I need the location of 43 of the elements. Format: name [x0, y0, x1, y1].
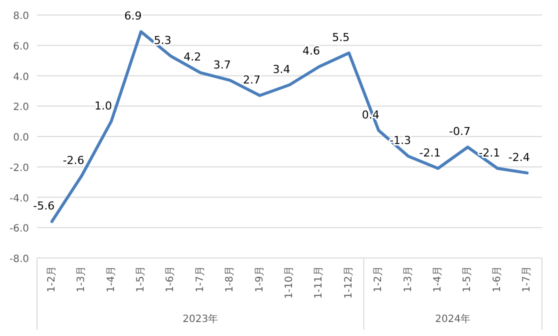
data-label: 3.4 — [272, 62, 290, 76]
x-tick-label: 1-8月 — [224, 266, 236, 292]
x-tick-label: 1-5月 — [135, 266, 146, 292]
data-label: 5.5 — [332, 30, 350, 44]
y-tick-label: 8.0 — [13, 11, 29, 22]
data-label: 4.2 — [184, 50, 202, 64]
x-tick-label: 1-7月 — [522, 266, 533, 292]
y-tick-label: -8.0 — [9, 254, 29, 265]
y-tick-label: 0.0 — [13, 132, 29, 144]
x-tick-label: 1-4月 — [106, 266, 117, 292]
data-label: 5.3 — [154, 34, 172, 48]
y-tick-label: -2.0 — [9, 162, 29, 174]
x-tick-label: 1-3月 — [402, 266, 414, 292]
x-tick-label: 1-3月 — [76, 266, 88, 292]
x-tick-label: 1-4月 — [432, 266, 444, 292]
y-tick-label: 2.0 — [13, 102, 29, 114]
y-tick-label: 6.0 — [13, 41, 29, 52]
x-tick-label: 1-9月 — [254, 266, 266, 292]
data-label: -5.6 — [33, 200, 55, 213]
text: 2024年 — [435, 313, 471, 325]
data-label: -2.1 — [419, 146, 441, 160]
y-tick-label: -6.0 — [9, 224, 29, 235]
data-label: -2.4 — [508, 150, 530, 164]
x-tick-label: 1-11月 — [314, 266, 325, 299]
text: 2023年 — [182, 313, 218, 325]
x-tick-label: 1-12月 — [343, 266, 354, 299]
data-label: 1.0 — [94, 99, 112, 112]
data-label: 2.7 — [243, 73, 261, 86]
x-tick-label: 1-7月 — [194, 266, 206, 292]
data-label: 6.9 — [124, 10, 142, 23]
x-tick-label: 1-6月 — [492, 266, 503, 292]
data-label: -2.6 — [62, 154, 84, 167]
x-tick-label: 1-2月 — [373, 266, 384, 292]
x-tick-label: 1-2月 — [46, 266, 58, 292]
y-tick-label: -4.0 — [9, 193, 29, 204]
x-tick-label: 1-5月 — [462, 266, 474, 292]
x-tick-label: 1-6月 — [165, 266, 176, 292]
data-label: -2.1 — [478, 146, 500, 160]
data-label: 4.6 — [302, 44, 320, 58]
x-tick-label: 1-10月 — [284, 266, 295, 299]
data-label: 3.7 — [213, 58, 231, 72]
data-label: -0.7 — [449, 125, 470, 138]
y-tick-label: 4.0 — [13, 72, 29, 83]
